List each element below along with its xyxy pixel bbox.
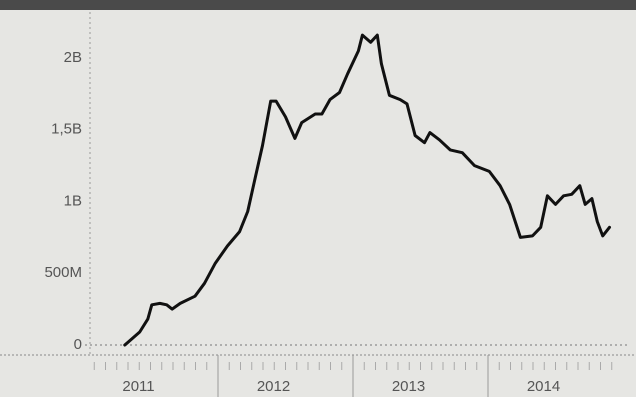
y-tick-label: 0 (74, 336, 82, 353)
x-tick-label: 2012 (257, 378, 290, 395)
x-tick-label: 2013 (392, 378, 425, 395)
x-tick-label: 2014 (527, 378, 560, 395)
data-line (123, 33, 611, 347)
x-tick-label: 2011 (122, 378, 154, 395)
top-banner (0, 0, 636, 10)
y-tick-label: 500M (44, 264, 82, 281)
y-tick-label: 1B (64, 192, 82, 209)
y-tick-label: 2B (64, 49, 82, 66)
y-tick-label: 1,5B (51, 121, 82, 138)
